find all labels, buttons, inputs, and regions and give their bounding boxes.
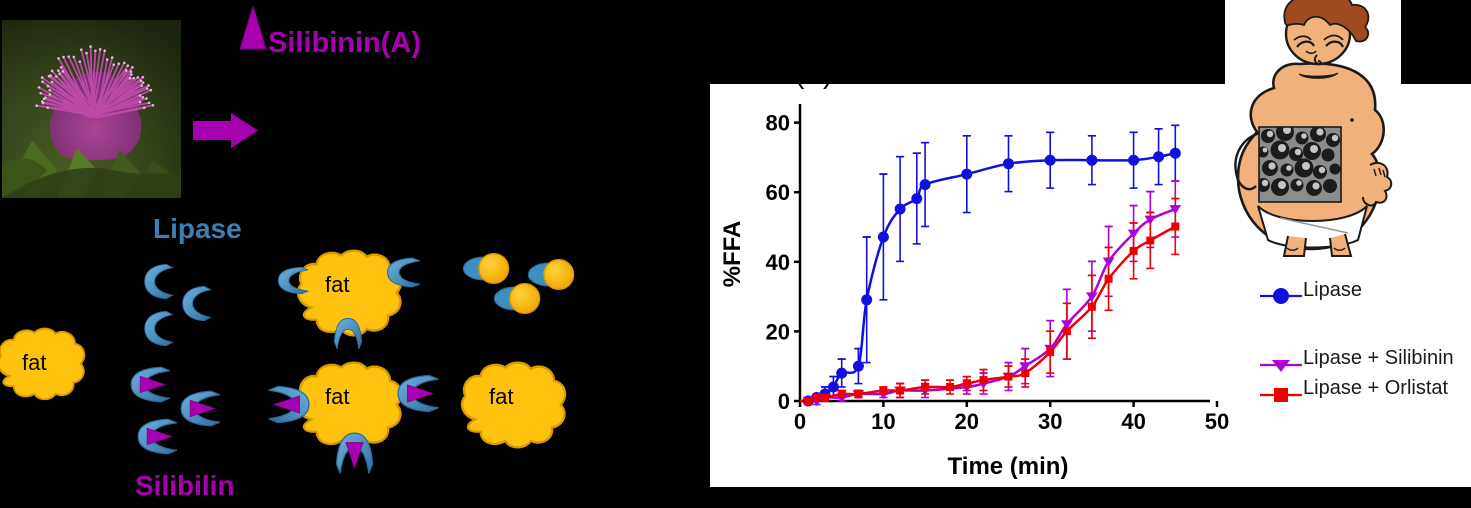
svg-text:60: 60: [766, 180, 790, 205]
svg-text:20: 20: [955, 409, 979, 434]
svg-text:Time (min): Time (min): [948, 453, 1069, 480]
svg-text:80: 80: [766, 111, 790, 136]
svg-text:0: 0: [778, 389, 790, 414]
svg-text:0: 0: [794, 409, 806, 434]
svg-text:20: 20: [766, 319, 790, 344]
svg-text:30: 30: [1038, 409, 1062, 434]
svg-text:%FFA: %FFA: [719, 221, 746, 288]
svg-text:10: 10: [871, 409, 895, 434]
svg-text:40: 40: [766, 250, 790, 275]
svg-text:40: 40: [1121, 409, 1145, 434]
svg-text:50: 50: [1205, 409, 1229, 434]
